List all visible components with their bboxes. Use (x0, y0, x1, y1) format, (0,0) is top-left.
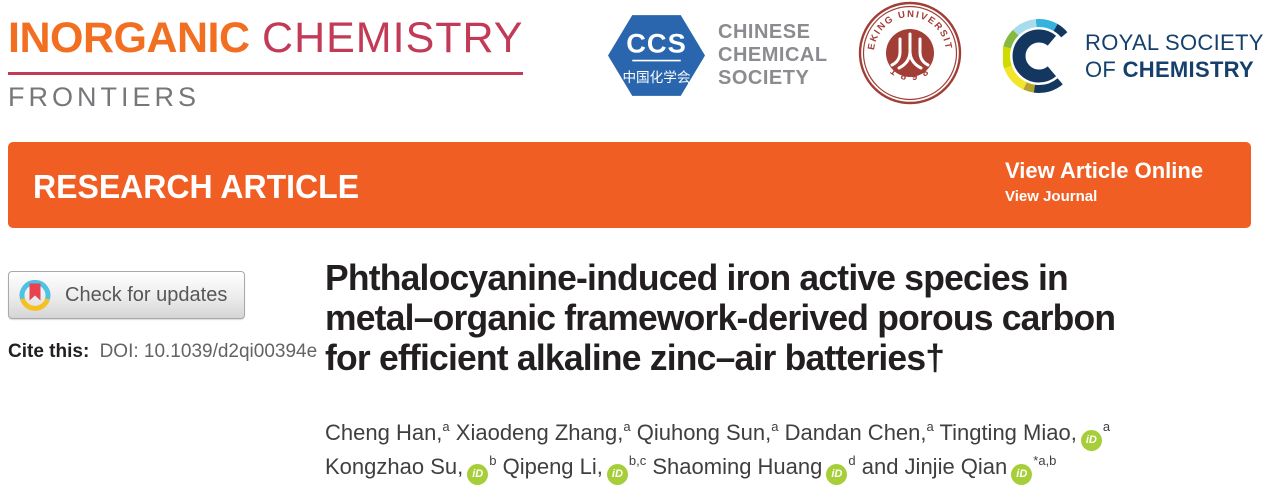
banner-links: View Article Online View Journal (1005, 158, 1203, 205)
author-name: Dandan Chen, (784, 420, 927, 445)
author-name: Cheng Han, (325, 420, 443, 445)
rsc-c-mark-icon (1003, 18, 1068, 94)
author-name: Kongzhao Su, (325, 454, 464, 479)
journal-subtitle: FRONTIERS (8, 82, 201, 112)
author-affiliation: a (1102, 419, 1111, 434)
royal-society-of-chemistry-logo: ROYAL SOCIETY OF CHEMISTRY (1003, 10, 1264, 102)
crossmark-icon (19, 280, 51, 311)
svg-text:CCS: CCS (626, 27, 687, 58)
author-list: Cheng Han,a Xiaodeng Zhang,a Qiuhong Sun… (325, 417, 1265, 485)
article-title: Phthalocyanine-induced iron active speci… (325, 258, 1127, 378)
author-line-2: Kongzhao Su, iDb Qipeng Li, iDb,c Shaoming… (325, 451, 1265, 485)
ccs-wordmark: CHINESE CHEMICAL SOCIETY (718, 21, 828, 90)
article-title-line: metal–organic framework-derived porous c… (325, 297, 1116, 338)
author-line-1: Cheng Han,a Xiaodeng Zhang,a Qiuhong Sun… (325, 417, 1265, 451)
ccs-line1: CHINESE (718, 21, 811, 43)
ccs-line2: CHEMICAL (718, 44, 828, 66)
peking-university-seal-icon: PEKING UNIVERSITY 1 8 9 8 (854, 0, 962, 105)
view-journal-link[interactable]: View Journal (1005, 188, 1098, 205)
research-article-banner: RESEARCH ARTICLE View Article Online Vie… (8, 142, 1251, 228)
author-affiliation: a (771, 419, 779, 434)
view-article-online-link[interactable]: View Article Online (1005, 158, 1204, 183)
author-name: and Jinjie Qian (861, 454, 1008, 479)
article-title-line: Phthalocyanine-induced iron active speci… (325, 257, 1069, 298)
author-name: Tingting Miao, (939, 420, 1077, 445)
journal-name-primary: INORGANIC (8, 14, 250, 62)
rsc-line2: OF CHEMISTRY (1085, 57, 1255, 82)
author-name: Qipeng Li, (502, 454, 603, 479)
ccs-hexagon-icon: CCS 中国化学会 (608, 15, 705, 96)
orcid-icon[interactable]: iD (1011, 464, 1033, 485)
author-name: Shaoming Huang (652, 454, 823, 479)
rsc-line1: ROYAL SOCIETY (1085, 30, 1264, 55)
author-affiliation: a (926, 419, 934, 434)
author-name: Qiuhong Sun, (636, 420, 772, 445)
article-title-line: for efficient alkaline zinc–air batterie… (325, 337, 945, 378)
author-affiliation: a (623, 419, 631, 434)
peking-university-logo: PEKING UNIVERSITY 1 8 9 8 (854, 0, 962, 110)
orcid-icon[interactable]: iD (1080, 430, 1102, 451)
cite-this-label: Cite this: (8, 341, 90, 362)
author-name: Xiaodeng Zhang, (455, 420, 624, 445)
author-affiliation: *a,b (1033, 453, 1057, 468)
journal-logo: INORGANIC CHEMISTRY FRONTIERS (8, 14, 524, 113)
orcid-icon[interactable]: iD (467, 464, 489, 485)
author-affiliation: a (442, 419, 450, 434)
journal-name-secondary: CHEMISTRY (262, 14, 524, 62)
author-affiliation: b (489, 453, 497, 468)
rsc-wordmark: ROYAL SOCIETY OF CHEMISTRY (1085, 29, 1264, 83)
orcid-icon[interactable]: iD (606, 464, 628, 485)
check-for-updates-label: Check for updates (65, 283, 228, 306)
doi-value: DOI: 10.1039/d2qi00394e (99, 341, 318, 362)
check-for-updates-button[interactable]: Check for updates (8, 271, 245, 319)
svg-text:中国化学会: 中国化学会 (622, 70, 690, 85)
citation-line: Cite this: DOI: 10.1039/d2qi00394e (8, 341, 317, 363)
ccs-line3: SOCIETY (718, 67, 810, 89)
journal-name: INORGANIC CHEMISTRY (8, 14, 524, 75)
orcid-icon[interactable]: iD (826, 464, 848, 485)
author-affiliation: b,c (628, 453, 647, 468)
chinese-chemical-society-logo: CCS 中国化学会 CHINESE CHEMICAL SOCIETY (608, 13, 828, 98)
author-affiliation: d (848, 453, 856, 468)
article-type-label: RESEARCH ARTICLE (33, 168, 360, 205)
